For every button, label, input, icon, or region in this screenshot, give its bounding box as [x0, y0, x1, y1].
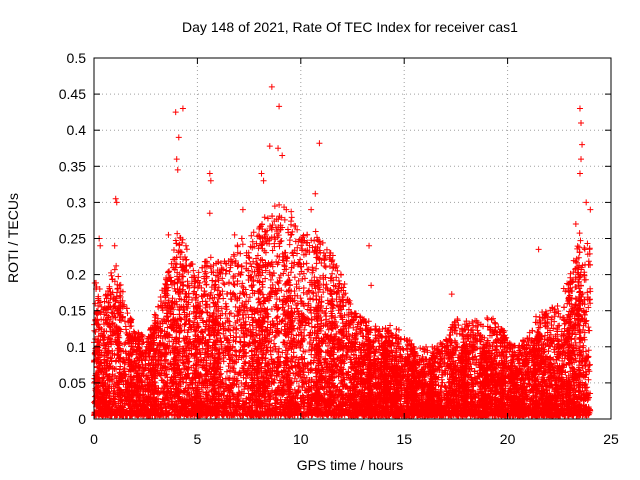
data-point — [573, 255, 580, 262]
data-point — [495, 323, 502, 330]
data-point — [312, 228, 319, 235]
data-point — [373, 326, 380, 333]
data-point — [288, 214, 295, 221]
data-point — [316, 274, 323, 281]
data-point — [308, 317, 315, 324]
data-point — [322, 264, 329, 271]
data-point — [308, 309, 315, 316]
data-point — [395, 326, 402, 333]
data-point — [299, 276, 306, 283]
data-point — [581, 387, 588, 394]
data-point — [333, 274, 340, 281]
data-point — [469, 318, 476, 325]
data-point — [303, 260, 310, 267]
data-point — [262, 249, 269, 256]
data-point — [124, 310, 131, 317]
data-point — [315, 255, 322, 262]
data-point — [305, 288, 312, 295]
data-point — [235, 309, 242, 316]
data-point — [586, 368, 593, 375]
data-point — [329, 265, 336, 272]
data-point — [332, 314, 339, 321]
data-point — [237, 250, 244, 257]
data-point — [557, 313, 564, 320]
data-point — [115, 273, 122, 280]
data-point — [585, 304, 592, 311]
data-point — [547, 331, 554, 338]
data-point — [218, 305, 225, 312]
data-point — [491, 319, 498, 326]
data-point — [343, 351, 350, 358]
data-point — [352, 310, 359, 317]
data-point — [361, 316, 368, 323]
data-point — [239, 241, 246, 248]
data-point — [285, 303, 292, 310]
data-point — [300, 232, 307, 239]
data-point — [393, 325, 400, 332]
data-point — [228, 296, 235, 303]
data-point — [226, 310, 233, 317]
data-point — [585, 347, 592, 354]
data-point — [234, 249, 241, 256]
data-point — [400, 346, 407, 353]
data-point — [417, 345, 424, 352]
data-point — [122, 326, 129, 333]
data-point — [271, 291, 278, 298]
data-point — [294, 339, 301, 346]
data-point — [320, 289, 327, 296]
data-point — [172, 237, 179, 244]
data-point — [190, 308, 197, 315]
data-point — [271, 376, 278, 383]
data-point — [270, 340, 277, 347]
data-point — [261, 214, 268, 221]
data-point — [200, 388, 207, 395]
data-point — [219, 275, 226, 282]
data-point — [304, 291, 311, 298]
data-point — [222, 300, 229, 307]
data-point — [570, 257, 577, 264]
data-point — [223, 290, 230, 297]
data-point — [121, 341, 128, 348]
data-point — [117, 363, 124, 370]
data-point — [437, 340, 444, 347]
data-point — [323, 281, 330, 288]
data-point — [335, 277, 342, 284]
data-point — [285, 272, 292, 279]
data-point — [484, 315, 491, 322]
data-point — [281, 216, 288, 223]
data-point — [286, 241, 293, 248]
data-point — [212, 278, 219, 285]
data-point — [317, 241, 324, 248]
data-point — [182, 242, 189, 249]
data-point — [288, 208, 295, 215]
data-point — [230, 365, 237, 372]
data-point — [223, 368, 230, 375]
data-point — [314, 244, 321, 251]
data-point — [113, 262, 120, 269]
data-points — [91, 83, 594, 419]
data-point — [202, 304, 209, 311]
data-point — [117, 293, 124, 300]
data-point — [232, 303, 239, 310]
data-point — [174, 230, 181, 237]
data-point — [108, 332, 115, 339]
data-point — [226, 268, 233, 275]
data-point — [441, 355, 448, 362]
data-point — [246, 294, 253, 301]
data-point — [576, 230, 583, 237]
data-point — [227, 264, 234, 271]
data-point — [333, 330, 340, 337]
